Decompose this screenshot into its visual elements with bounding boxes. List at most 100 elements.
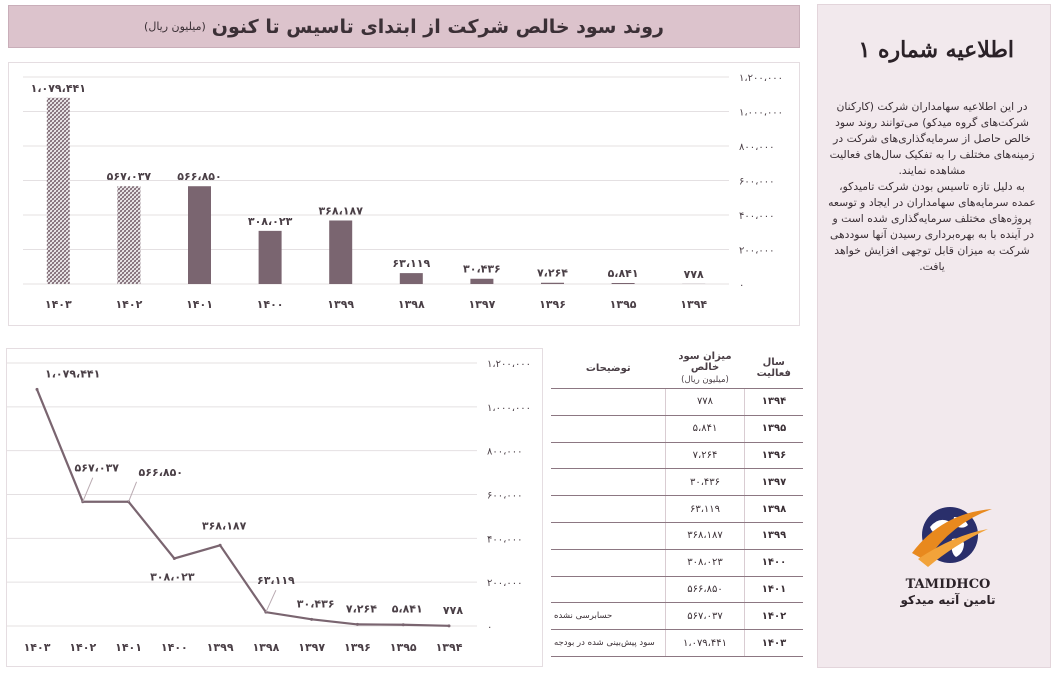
col-header-profit: میزان سود خالص (میلیون ریال): [665, 348, 745, 389]
line-value-label: ۵۶۶،۸۵۰: [139, 466, 183, 479]
bar: [46, 97, 70, 284]
bar: [470, 278, 494, 284]
notice-text: در این اطلاعیه سهامداران شرکت (کارکنان ش…: [826, 99, 1038, 275]
col-header-year: سال فعالیت: [744, 348, 803, 389]
bar-value-label: ۳۶۸،۱۸۷: [318, 204, 363, 217]
line-value-label: ۳۰۸،۰۲۳: [150, 570, 195, 583]
table-cell-value: ۱،۰۷۹،۴۴۱: [665, 629, 745, 657]
table-cell-year: ۱۳۹۷: [744, 468, 803, 497]
table-cell-value: ۳۰،۴۳۶: [665, 468, 745, 497]
logo-wordmark: TAMIDHCO: [905, 577, 991, 592]
line-value-label: ۶۳،۱۱۹: [257, 574, 295, 587]
table-cell-note: [551, 468, 666, 497]
table-cell-note: [551, 522, 666, 550]
line-category-label: ۱۳۹۹: [207, 641, 234, 654]
col-header-profit-label: میزان سود خالص: [678, 351, 732, 373]
line-value-label: ۷،۲۶۴: [346, 602, 377, 615]
line-category-label: ۱۴۰۱: [115, 641, 142, 654]
line-point: [401, 623, 405, 627]
line-category-label: ۱۳۹۸: [252, 641, 279, 654]
chart-title-unit: (میلیون ریال): [144, 20, 206, 33]
table-row: ۱۳۹۷ ۳۰،۴۳۶: [551, 468, 803, 497]
table-cell-note: [551, 549, 666, 577]
bar: [329, 220, 353, 284]
bar-ytick-label: ۱،۰۰۰،۰۰۰: [739, 108, 783, 119]
table-cell-note: سود پیش‌بینی شده در بودجه: [551, 629, 666, 657]
bar-category-label: ۱۳۹۷: [468, 298, 495, 311]
bar-value-label: ۷۷۸: [684, 268, 704, 281]
line-point: [172, 556, 176, 560]
line-category-label: ۱۴۰۰: [161, 641, 188, 654]
table-cell-note: [551, 388, 666, 416]
bar: [117, 186, 141, 284]
globe-logo-icon: [912, 507, 992, 567]
line-category-label: ۱۳۹۵: [390, 641, 417, 654]
table-cell-year: ۱۳۹۶: [744, 442, 803, 470]
bar-value-label: ۳۰،۴۳۶: [463, 263, 501, 276]
table-row: ۱۳۹۶ ۷،۲۶۴: [551, 442, 803, 470]
bar-category-label: ۱۳۹۶: [539, 298, 566, 311]
table-cell-year: ۱۴۰۱: [744, 576, 803, 604]
info-sidebar: اطلاعیه شماره ۱ در این اطلاعیه سهامداران…: [817, 4, 1051, 668]
bar-value-label: ۱،۰۷۹،۴۴۱: [31, 82, 86, 95]
table-cell-value: ۵۶۶،۸۵۰: [665, 576, 745, 604]
line-chart-panel: ۰ ۲۰۰،۰۰۰ ۴۰۰،۰۰۰ ۶۰۰،۰۰۰ ۸۰۰،۰۰۰ ۱،۰۰۰،۰۰۰ ۱،…: [6, 348, 543, 667]
table-cell-note: [551, 442, 666, 470]
table-cell-year: ۱۴۰۲: [744, 602, 803, 631]
label-leader-line: [82, 477, 94, 502]
bar-ytick-label: ۴۰۰،۰۰۰: [739, 211, 774, 222]
line-value-label: ۵۶۷،۰۳۷: [75, 462, 120, 475]
line-value-label: ۳۰،۴۳۶: [297, 597, 335, 610]
line-value-label: ۵،۸۴۱: [392, 603, 423, 616]
line-value-label: ۱،۰۷۹،۴۴۱: [45, 367, 100, 380]
table-row: ۱۳۹۵ ۵،۸۴۱: [551, 415, 803, 443]
bar-value-label: ۳۰۸،۰۲۳: [248, 215, 293, 228]
bar: [188, 186, 211, 284]
table-row: ۱۴۰۰ ۳۰۸،۰۲۳: [551, 549, 803, 577]
table-row: ۱۴۰۳ ۱،۰۷۹،۴۴۱ سود پیش‌بینی شده در بودجه: [551, 629, 803, 657]
chart-title-bar: روند سود خالص شرکت از ابتدای تاسیس تا کن…: [8, 5, 800, 48]
bar-chart-panel: ۰ ۲۰۰،۰۰۰ ۴۰۰،۰۰۰ ۶۰۰،۰۰۰ ۸۰۰،۰۰۰ ۱،۰۰۰،۰۰۰ ۱،…: [8, 62, 800, 326]
bar-value-label: ۵۶۶،۸۵۰: [177, 170, 221, 183]
line-point: [35, 387, 39, 391]
col-header-notes: توضیحات: [551, 348, 666, 389]
label-leader-line: [265, 589, 277, 613]
table-cell-value: ۷،۲۶۴: [665, 442, 745, 470]
bar-ytick-label: ۸۰۰،۰۰۰: [739, 142, 774, 153]
bar-category-label: ۱۳۹۸: [398, 298, 425, 311]
bar: [399, 273, 423, 284]
line-ytick-label: ۱،۲۰۰،۰۰۰: [487, 359, 531, 370]
line-category-label: ۱۳۹۴: [436, 641, 463, 654]
bar-category-label: ۱۴۰۲: [115, 298, 142, 311]
table-row: ۱۴۰۱ ۵۶۶،۸۵۰: [551, 576, 803, 604]
bar-value-label: ۵،۸۴۱: [608, 267, 639, 280]
line-point: [218, 543, 222, 547]
bar-ytick-label: ۰: [739, 280, 744, 291]
table-cell-note: [551, 495, 666, 523]
bar-value-label: ۵۶۷،۰۳۷: [107, 170, 152, 183]
bar: [611, 282, 635, 284]
bar-category-label: ۱۴۰۰: [257, 298, 284, 311]
line-ytick-label: ۴۰۰،۰۰۰: [487, 534, 522, 545]
table-cell-value: ۶۳،۱۱۹: [665, 495, 745, 523]
table-row: ۱۳۹۴ ۷۷۸: [551, 388, 803, 416]
table-cell-year: ۱۴۰۰: [744, 549, 803, 577]
label-leader-line: [128, 481, 138, 502]
logo-persian-name: تامین آتیه میدکو: [900, 593, 996, 607]
table-cell-note: [551, 576, 666, 604]
chart-title: روند سود خالص شرکت از ابتدای تاسیس تا کن…: [211, 15, 664, 38]
table-cell-value: ۳۰۸،۰۲۳: [665, 549, 745, 577]
line-value-label: ۳۶۸،۱۸۷: [202, 519, 247, 532]
table-cell-value: ۳۶۸،۱۸۷: [665, 522, 745, 550]
table-row: ۱۴۰۲ ۵۶۷،۰۳۷ حسابرسی نشده: [551, 602, 803, 631]
table-cell-year: ۱۳۹۴: [744, 388, 803, 416]
bar-ytick-label: ۶۰۰،۰۰۰: [739, 177, 774, 188]
table-cell-year: ۱۳۹۵: [744, 415, 803, 443]
table-cell-year: ۱۳۹۸: [744, 495, 803, 523]
line-ytick-label: ۱،۰۰۰،۰۰۰: [487, 403, 531, 414]
line-chart: ۰ ۲۰۰،۰۰۰ ۴۰۰،۰۰۰ ۶۰۰،۰۰۰ ۸۰۰،۰۰۰ ۱،۰۰۰،۰۰۰ ۱،…: [7, 359, 531, 654]
line-category-label: ۱۴۰۲: [69, 641, 96, 654]
table-row: ۱۳۹۹ ۳۶۸،۱۸۷: [551, 522, 803, 550]
bar-value-label: ۷،۲۶۴: [537, 267, 568, 280]
notice-paragraph-2: به دلیل تازه تاسیس بودن شرکت تامیدکو، عم…: [828, 180, 1036, 273]
